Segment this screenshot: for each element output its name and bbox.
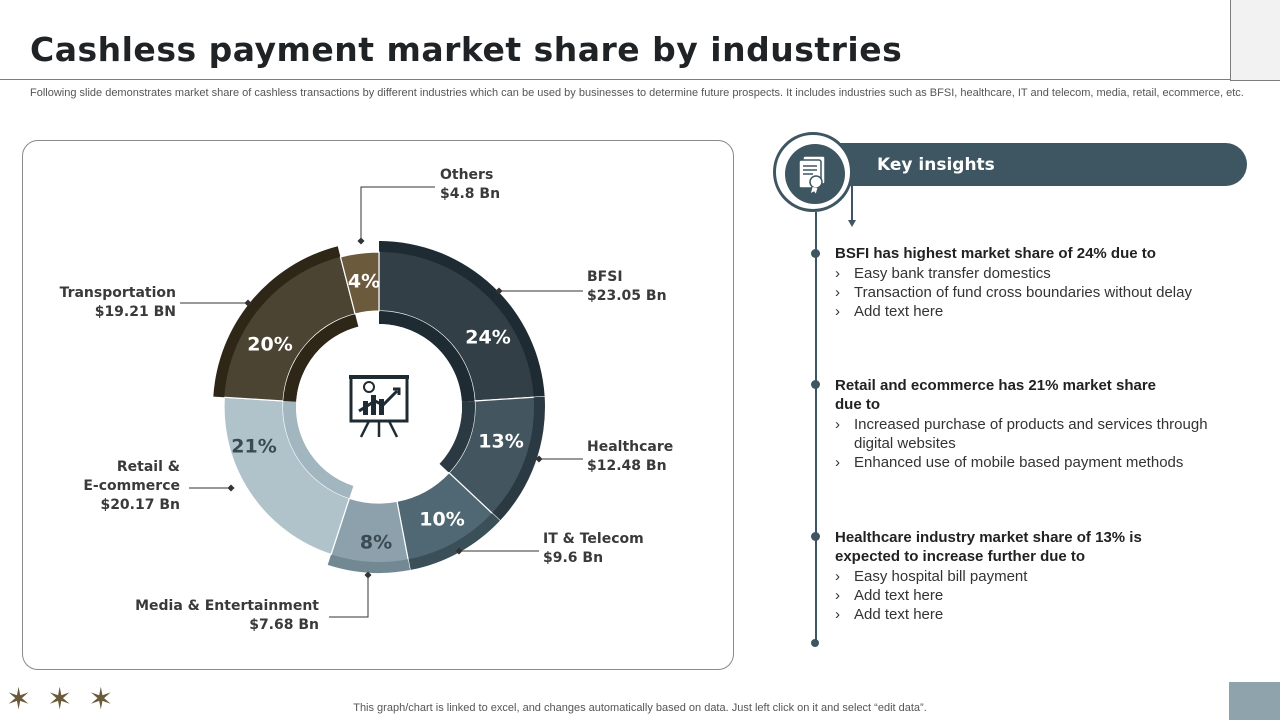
percent-label-transportation: 20% bbox=[247, 334, 292, 356]
category-label-bfsi: BFSI bbox=[587, 269, 623, 285]
insight-bullet: Transaction of fund cross boundaries wit… bbox=[835, 283, 1235, 302]
timeline-dot bbox=[811, 380, 820, 389]
insight-bullet: Increased purchase of products and servi… bbox=[835, 415, 1235, 453]
percent-label-bfsi: 24% bbox=[465, 327, 510, 349]
insight-bullet: Add text here bbox=[835, 302, 1235, 321]
insight-heading: BSFI has highest market share of 24% due… bbox=[835, 245, 1156, 262]
chart-container[interactable]: 24% 13% 10% 8% 21% 20% 4% BFSI $23.05 Bn Healthca… bbox=[22, 140, 734, 670]
category-label-transportation: Transportation bbox=[60, 285, 176, 301]
insight-bullet: Easy hospital bill payment bbox=[835, 567, 1175, 586]
document-certificate-icon bbox=[785, 144, 845, 204]
slice-inner-band-retail-e-commerce bbox=[282, 400, 354, 499]
slice-outer-band-transportation bbox=[213, 246, 341, 398]
value-label-transportation: $19.21 BN bbox=[95, 304, 176, 320]
presentation-board-chart-icon bbox=[349, 375, 409, 438]
percent-label-retail-e-commerce: 21% bbox=[231, 436, 276, 458]
value-label-media-entertainment: $7.68 Bn bbox=[249, 617, 319, 633]
slice-inner-band-transportation bbox=[283, 314, 359, 402]
insight-bullet: Add text here bbox=[835, 586, 1175, 605]
footer-note: This graph/chart is linked to excel, and… bbox=[353, 702, 927, 714]
leader-dot-retail-e-commerce bbox=[227, 484, 235, 492]
donut-chart[interactable]: 24% 13% 10% 8% 21% 20% 4% BFSI $23.05 Bn Healthca… bbox=[23, 141, 735, 671]
slice-inner-band-bfsi bbox=[379, 311, 475, 402]
corner-decoration bbox=[1230, 0, 1280, 81]
title-divider bbox=[0, 79, 1232, 80]
timeline-end-dot bbox=[811, 639, 819, 647]
value-label-others: $4.8 Bn bbox=[440, 186, 500, 202]
category-label-others: Others bbox=[440, 167, 493, 183]
insight-heading: Healthcare industry market share of 13% … bbox=[835, 529, 1142, 565]
star-icon: ✶ bbox=[47, 683, 73, 716]
value-label-retail-e-commerce: $20.17 Bn bbox=[100, 497, 180, 513]
insight-item-1: BSFI has highest market share of 24% due… bbox=[835, 244, 1235, 321]
leader-dot-bfsi bbox=[495, 287, 503, 295]
leader-dot-it-telecom bbox=[455, 547, 463, 555]
leader-dot-transportation bbox=[244, 299, 252, 307]
percent-label-others: 4% bbox=[348, 271, 380, 293]
page-subtitle: Following slide demonstrates market shar… bbox=[30, 87, 1244, 99]
star-decoration: ✶ ✶ ✶ bbox=[6, 685, 113, 715]
leader-dot-others bbox=[357, 237, 365, 245]
insights-timeline bbox=[815, 212, 817, 644]
leader-line-others bbox=[360, 186, 435, 241]
category-label-it-telecom: IT & Telecom bbox=[543, 531, 644, 547]
insights-arrow-head bbox=[848, 220, 856, 227]
slice-outer-band-media-entertainment bbox=[327, 554, 411, 573]
star-icon: ✶ bbox=[6, 683, 32, 716]
insights-arrow-line bbox=[851, 186, 853, 222]
value-label-healthcare: $12.48 Bn bbox=[587, 458, 667, 474]
insight-bullet: Add text here bbox=[835, 605, 1175, 624]
category-label-retail-e-commerce: Retail & bbox=[117, 459, 180, 475]
insights-header-bar bbox=[832, 143, 1247, 186]
category-label-healthcare: Healthcare bbox=[587, 439, 673, 455]
value-label-bfsi: $23.05 Bn bbox=[587, 288, 667, 304]
insight-item-2: Retail and ecommerce has 21% market shar… bbox=[835, 376, 1208, 472]
star-icon: ✶ bbox=[88, 683, 114, 716]
leader-line-media-entertainment bbox=[329, 575, 369, 618]
leader-dot-healthcare bbox=[535, 455, 543, 463]
page-title: Cashless payment market share by industr… bbox=[30, 30, 903, 69]
category-label-retail-e-commerce: E-commerce bbox=[83, 478, 180, 494]
insight-bullet: Enhanced use of mobile based payment met… bbox=[835, 453, 1235, 472]
percent-label-healthcare: 13% bbox=[478, 431, 523, 453]
percent-label-it-telecom: 10% bbox=[419, 509, 464, 531]
insight-bullet: Easy bank transfer domestics bbox=[835, 264, 1235, 283]
category-label-media-entertainment: Media & Entertainment bbox=[135, 598, 319, 614]
timeline-dot bbox=[811, 532, 820, 541]
insight-item-3: Healthcare industry market share of 13% … bbox=[835, 528, 1175, 624]
slice-others bbox=[339, 251, 380, 315]
slice-outer-band-healthcare bbox=[491, 396, 545, 521]
leader-dot-media-entertainment bbox=[364, 571, 372, 579]
insights-title: Key insights bbox=[877, 155, 995, 175]
slice-inner-band-healthcare bbox=[439, 400, 475, 473]
timeline-dot bbox=[811, 249, 820, 258]
value-label-it-telecom: $9.6 Bn bbox=[543, 550, 603, 566]
slice-outer-band-it-telecom bbox=[408, 513, 501, 571]
corner-decoration-bottom bbox=[1229, 682, 1280, 720]
slice-outer-band-bfsi bbox=[379, 241, 545, 398]
insight-heading: Retail and ecommerce has 21% market shar… bbox=[835, 377, 1156, 413]
percent-label-media-entertainment: 8% bbox=[360, 532, 392, 554]
